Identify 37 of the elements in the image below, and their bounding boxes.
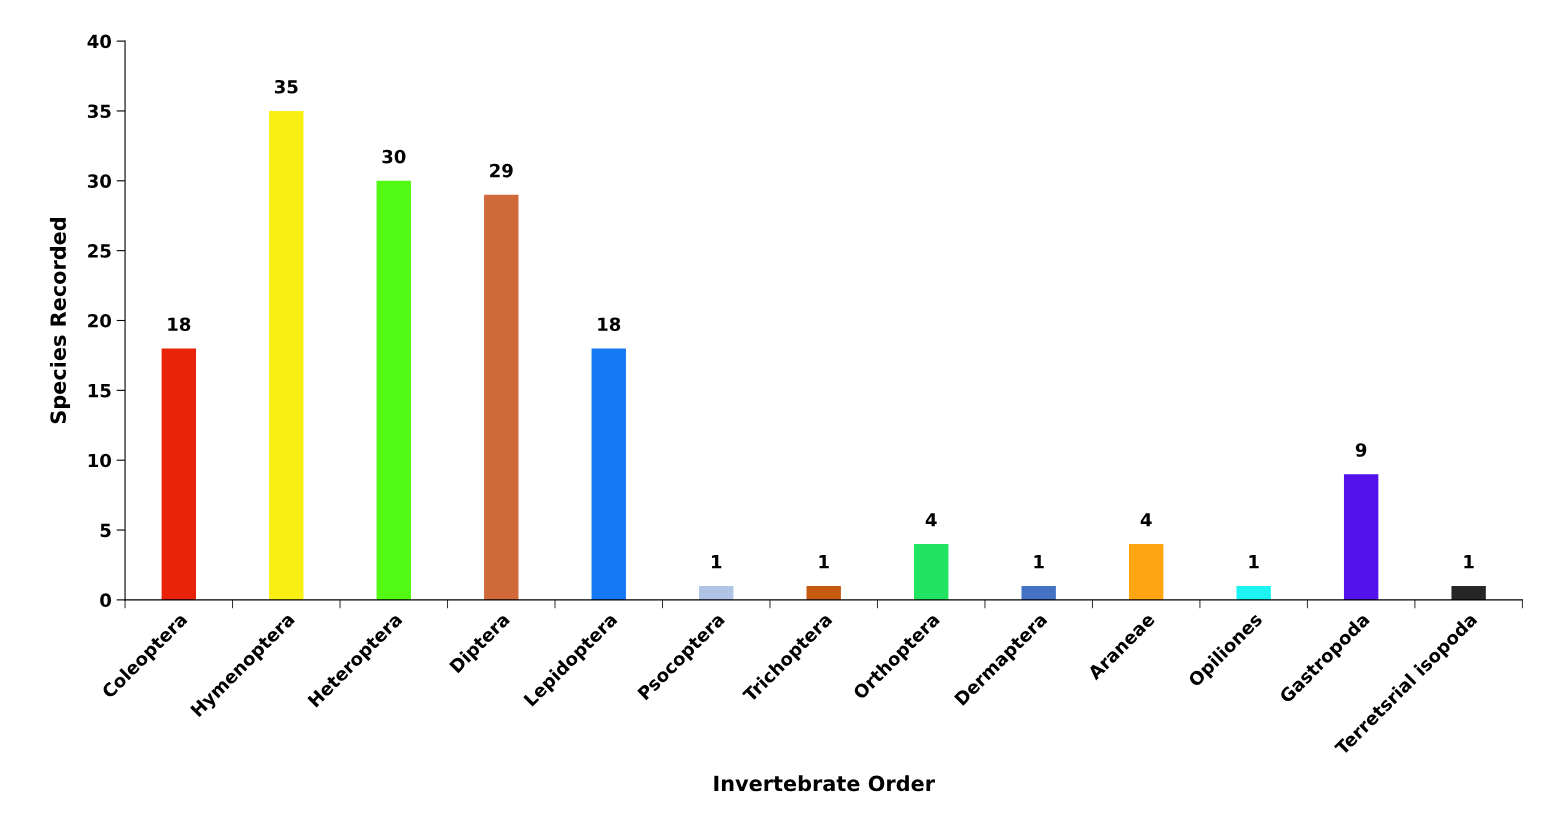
bar [161,348,196,600]
y-tick-label: 0 [100,593,112,607]
data-label: 29 [490,163,513,178]
data-label: 1 [711,555,722,569]
bar [1236,585,1271,600]
data-label: 1 [1464,555,1474,569]
bar [269,110,304,600]
data-label: 35 [274,79,298,94]
bar [806,585,841,600]
data-label: 1 [1034,555,1044,569]
bar [914,544,949,600]
data-label: 1 [819,555,829,569]
y-tick-label: 40 [87,34,112,49]
data-label: 18 [598,317,621,332]
data-label: 30 [382,149,406,164]
bar [1451,585,1486,600]
bar [1343,474,1379,600]
y-tick-label: 30 [87,174,112,188]
y-tick-label: 5 [100,523,111,538]
y-tick-label: 20 [88,313,112,328]
data-label: 18 [168,317,191,332]
x-axis-title: Invertebrate Order [714,775,935,792]
bar [376,180,411,600]
data-label: 1 [1249,555,1259,569]
bar [1021,585,1056,600]
bar [484,194,519,600]
data-label: 9 [1355,443,1367,457]
bar [1128,544,1164,600]
data-label: 4 [1140,513,1152,527]
y-tick-label: 35 [87,104,111,119]
y-axis-title: Species Recorded [49,218,71,424]
y-tick-label: 15 [88,384,111,398]
bar [699,585,734,600]
y-tick-label: 25 [88,244,111,258]
y-tick-label: 10 [88,453,112,468]
bar [591,348,626,600]
data-label: 4 [925,513,937,527]
